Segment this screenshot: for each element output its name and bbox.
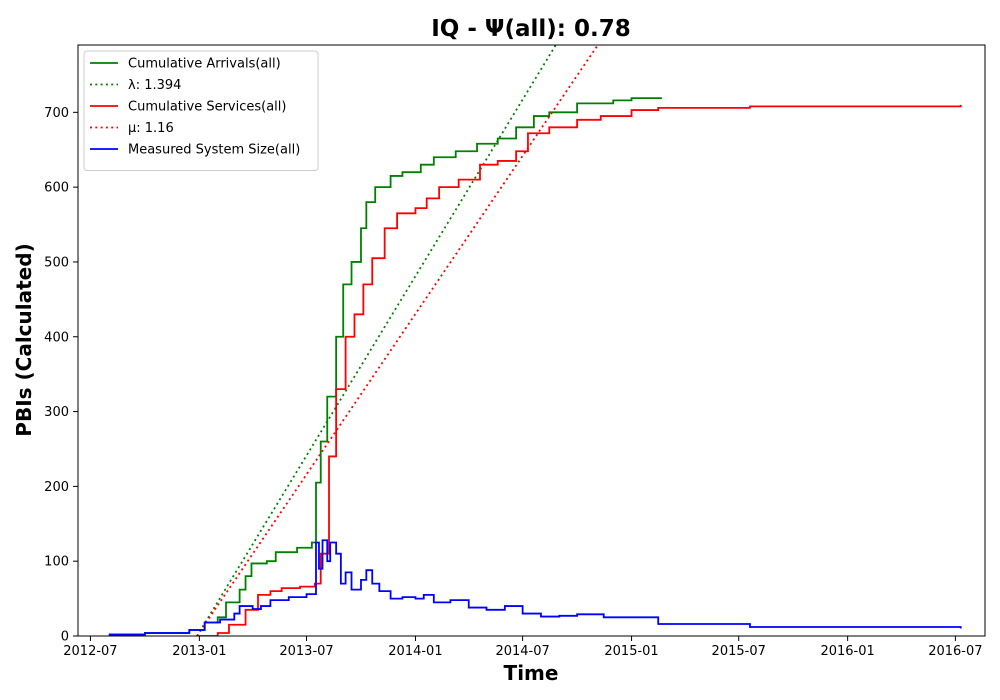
x-tick-label: 2014-01 [388,644,442,659]
legend-label: Cumulative Services(all) [128,100,286,115]
y-axis-title: PBIs (Calculated) [12,243,36,436]
y-tick-label: 400 [44,330,69,345]
y-tick-label: 600 [44,181,69,196]
series-line-5 [108,539,962,636]
x-tick-label: 2016-01 [820,644,874,659]
series-line-1 [108,97,663,636]
y-tick-label: 0 [61,630,69,645]
x-tick-label: 2013-07 [279,644,333,659]
series-line-4 [196,45,599,636]
legend-label: λ: 1.394 [128,78,181,93]
series-line-3 [197,104,962,636]
legend: Cumulative Arrivals(all) λ: 1.394 Cumulati… [83,50,319,171]
plot-frame [77,44,986,637]
x-tick-label: 2015-07 [712,644,766,659]
legend-label: Cumulative Arrivals(all) [128,57,281,72]
x-axis-title: Time [504,661,559,685]
x-tick-label: 2012-07 [63,644,117,659]
y-tick-label: 700 [44,106,69,121]
x-tick-label: 2013-01 [172,644,226,659]
x-tick-label: 2015-01 [604,644,658,659]
series-line-2 [196,45,557,636]
y-tick-label: 100 [44,555,69,570]
chart-title: IQ - Ψ(all): 0.78 [431,16,630,42]
plot-area [108,45,962,636]
y-tick-label: 500 [44,255,69,270]
axes: 2012-07 2013-01 2013-07 2014-01 2014-07 2015-… [44,106,982,659]
y-tick-label: 200 [44,480,69,495]
x-tick-label: 2016-07 [928,644,982,659]
legend-label: Measured System Size(all) [128,143,300,158]
y-tick-label: 300 [44,405,69,420]
legend-box [83,50,319,171]
legend-label: μ: 1.16 [128,121,174,136]
x-tick-label: 2014-07 [495,644,549,659]
